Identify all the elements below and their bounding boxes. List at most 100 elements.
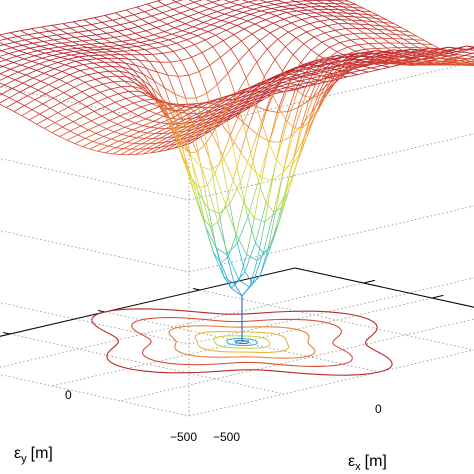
- mesh-segment: [262, 22, 274, 29]
- mesh-segment: [30, 28, 39, 34]
- mesh-segment: [74, 138, 86, 144]
- mesh-segment: [312, 94, 321, 98]
- mesh-segment: [344, 59, 353, 66]
- mesh-segment: [357, 13, 366, 18]
- mesh-segment: [46, 62, 58, 67]
- mesh-segment: [362, 54, 371, 59]
- mesh-segment: [131, 54, 140, 61]
- mesh-segment: [3, 44, 12, 49]
- mesh-segment: [273, 167, 285, 213]
- mesh-segment: [149, 61, 158, 73]
- mesh-segment: [7, 36, 18, 40]
- mesh-segment: [221, 161, 231, 205]
- mesh-segment: [467, 56, 474, 60]
- mesh-segment: [369, 24, 381, 27]
- mesh-segment: [244, 242, 256, 272]
- mesh-segment: [127, 148, 139, 156]
- mesh-segment: [114, 61, 126, 64]
- mesh-segment: [173, 51, 182, 61]
- mesh-segment: [94, 17, 103, 23]
- mesh-segment: [87, 72, 99, 76]
- mesh-segment: [109, 24, 121, 28]
- mesh-segment: [40, 45, 49, 50]
- mesh-segment: [93, 39, 101, 44]
- mesh-segment: [138, 59, 150, 62]
- mesh-segment: [70, 125, 81, 132]
- mesh-segment: [324, 32, 333, 39]
- mesh-segment: [64, 37, 76, 39]
- y-axis-symbol: ε: [14, 445, 21, 462]
- mesh-segment: [226, 110, 238, 118]
- mesh-segment: [187, 131, 199, 139]
- mesh-segment: [312, 15, 324, 18]
- mesh-segment: [146, 3, 156, 9]
- mesh-segment: [215, 116, 227, 124]
- mesh-segment: [311, 97, 323, 113]
- mesh-segment: [40, 75, 52, 82]
- mesh-segment: [251, 167, 263, 179]
- mesh-segment: [331, 57, 340, 63]
- mesh-segment: [244, 23, 256, 30]
- mesh-segment: [105, 147, 116, 154]
- mesh-segment: [43, 68, 55, 74]
- mesh-segment: [150, 39, 159, 43]
- mesh-segment: [312, 76, 324, 98]
- floor-gridline-v-2: [9, 333, 285, 395]
- mesh-segment: [156, 113, 165, 117]
- mesh-segment: [365, 48, 377, 50]
- mesh-segment: [42, 57, 50, 61]
- mesh-segment: [175, 1, 184, 7]
- mesh-segment: [45, 50, 56, 54]
- mesh-segment: [158, 42, 167, 47]
- mesh-segment: [140, 106, 149, 111]
- mesh-segment: [84, 50, 93, 53]
- mesh-segment: [238, 279, 250, 288]
- mesh-segment: [368, 14, 379, 16]
- mesh-segment: [194, 39, 206, 45]
- mesh-segment: [297, 82, 309, 86]
- mesh-segment: [60, 96, 72, 103]
- mesh-segment: [37, 48, 49, 52]
- mesh-segment: [106, 123, 118, 130]
- mesh-segment: [30, 86, 39, 91]
- mesh-segment: [67, 31, 79, 34]
- mesh-segment: [405, 34, 415, 40]
- mesh-segment: [56, 34, 65, 39]
- mesh-segment: [132, 125, 143, 131]
- mesh-segment: [378, 42, 388, 49]
- mesh-segment: [140, 78, 152, 87]
- mesh-segment: [183, 5, 192, 10]
- mesh-segment: [22, 42, 33, 46]
- mesh-segment: [125, 62, 134, 71]
- mesh-segment: [229, 117, 239, 136]
- x-axis-unit: [m]: [365, 453, 387, 470]
- mesh-segment: [349, 59, 360, 66]
- mesh-segment: [129, 135, 137, 139]
- mesh-segment: [105, 75, 117, 78]
- mesh-segment: [80, 24, 92, 27]
- mesh-segment: [211, 169, 220, 214]
- mesh-segment: [130, 106, 142, 112]
- mesh-segment: [360, 70, 369, 73]
- mesh-segment: [320, 19, 331, 22]
- mesh-segment: [52, 24, 60, 30]
- mesh-segment: [91, 52, 100, 56]
- mesh-segment: [293, 137, 305, 159]
- mesh-segment: [10, 64, 22, 70]
- mesh-segment: [458, 45, 467, 49]
- mesh-segment: [111, 66, 120, 72]
- mesh-segment: [60, 102, 69, 108]
- mesh-segment: [180, 60, 190, 76]
- mesh-segment: [59, 136, 68, 141]
- mesh-segment: [377, 28, 389, 31]
- mesh-segment: [43, 72, 52, 77]
- mesh-segment: [253, 76, 265, 100]
- mesh-segment: [270, 207, 282, 247]
- mesh-segment: [339, 39, 351, 43]
- mesh-segment: [0, 50, 2, 52]
- mesh-segment: [272, 172, 284, 181]
- mesh-segment: [215, 247, 225, 277]
- mesh-segment: [31, 109, 40, 115]
- mesh-segment: [125, 6, 137, 11]
- mesh-segment: [21, 115, 30, 121]
